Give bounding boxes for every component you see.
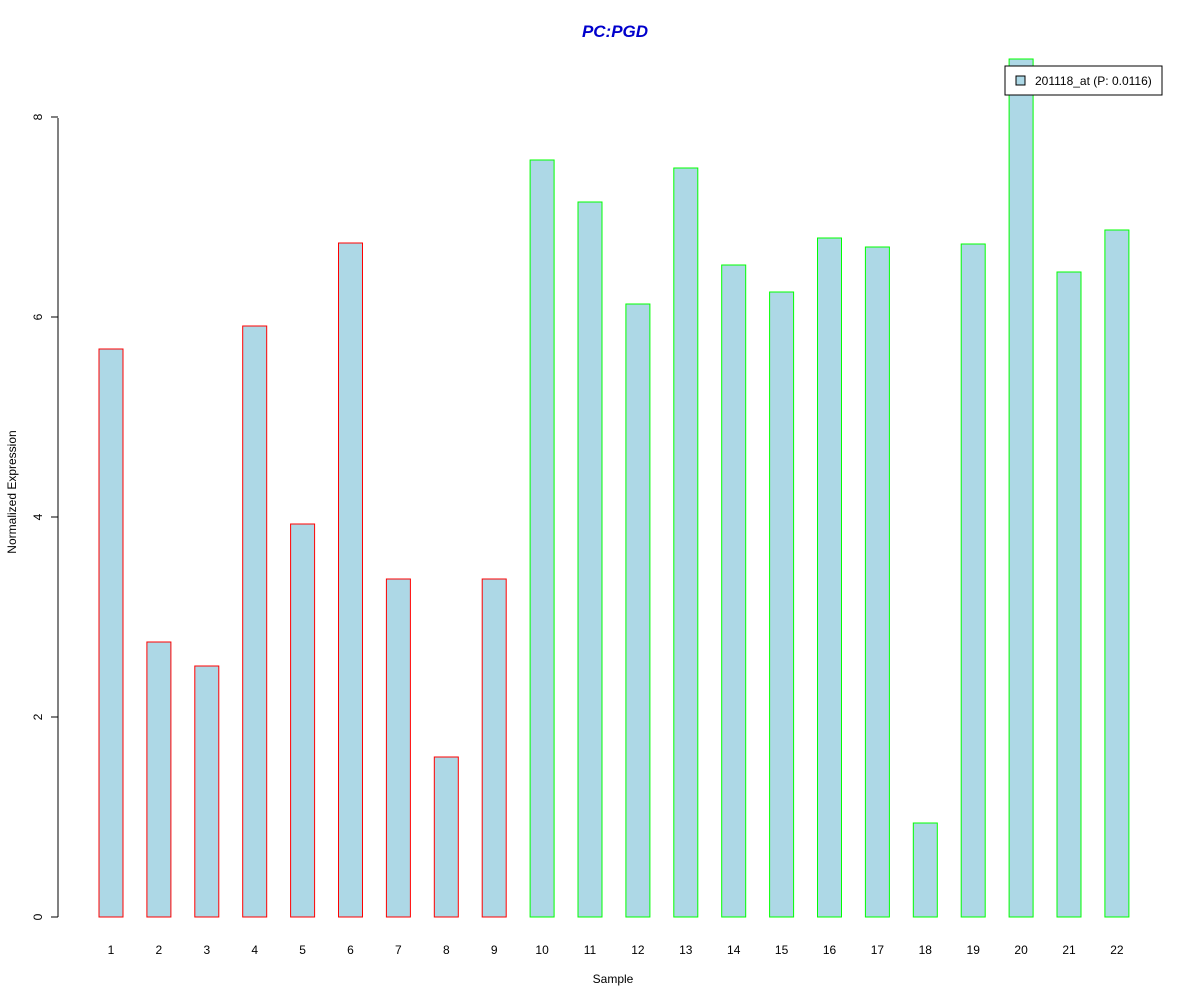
bar-sample-18 <box>912 822 938 918</box>
legend-label: 201118_at (P: 0.0116) <box>1035 74 1152 88</box>
chart-title: PC:PGD <box>582 22 648 41</box>
x-tick-label: 18 <box>919 943 933 957</box>
bar-sample-5 <box>290 523 316 918</box>
x-tick-label: 4 <box>251 943 258 957</box>
bar-sample-6 <box>338 242 363 918</box>
x-tick-label: 12 <box>631 943 645 957</box>
bar-sample-1 <box>98 348 124 918</box>
x-tick-label: 19 <box>967 943 981 957</box>
bar-sample-3 <box>194 665 220 918</box>
bar-sample-11 <box>577 201 603 918</box>
y-tick-label: 0 <box>31 913 45 920</box>
bar-sample-4 <box>242 325 268 918</box>
x-tick-label: 3 <box>203 943 210 957</box>
legend-swatch <box>1015 75 1026 86</box>
y-tick-label: 4 <box>31 513 45 520</box>
bar-sample-8 <box>433 756 459 918</box>
x-tick-label: 6 <box>347 943 354 957</box>
bar-sample-19 <box>960 243 986 918</box>
legend-box <box>1004 65 1163 96</box>
x-tick-label: 17 <box>871 943 885 957</box>
bar-sample-13 <box>673 167 699 918</box>
y-ticks: 0 2 4 6 8 <box>31 113 58 920</box>
y-tick-label: 8 <box>31 113 45 120</box>
x-tick-label: 8 <box>443 943 450 957</box>
x-tick-label: 21 <box>1062 943 1076 957</box>
bar-sample-22 <box>1104 229 1130 918</box>
bar-sample-12 <box>625 303 651 918</box>
bar-sample-16 <box>817 237 842 918</box>
y-axis-label: Normalized Expression <box>5 430 19 553</box>
x-axis-label: Sample <box>593 972 634 986</box>
bar-sample-7 <box>385 578 411 918</box>
x-tick-label: 2 <box>156 943 163 957</box>
bar-sample-21 <box>1056 271 1082 918</box>
bars <box>98 58 1130 918</box>
bar-sample-14 <box>721 264 747 918</box>
y-tick-label: 2 <box>31 713 45 720</box>
x-tick-label: 9 <box>491 943 498 957</box>
x-tick-labels: 1 2 3 4 5 6 7 8 9 10 11 12 13 14 15 16 17 18 19 20 21 22 <box>108 943 1124 957</box>
x-tick-label: 1 <box>108 943 115 957</box>
bar-sample-15 <box>769 291 795 918</box>
y-tick-label: 6 <box>31 313 45 320</box>
bar-sample-10 <box>529 159 555 918</box>
bar-sample-9 <box>481 578 507 918</box>
bar-sample-20 <box>1008 58 1034 918</box>
bar-sample-17 <box>864 246 890 918</box>
x-tick-label: 10 <box>535 943 549 957</box>
x-tick-label: 20 <box>1014 943 1028 957</box>
x-tick-label: 7 <box>395 943 402 957</box>
x-tick-label: 11 <box>584 943 597 957</box>
legend: 201118_at (P: 0.0116) <box>1004 65 1163 96</box>
x-tick-label: 16 <box>823 943 837 957</box>
x-tick-label: 13 <box>679 943 693 957</box>
x-tick-label: 14 <box>727 943 741 957</box>
x-tick-label: 5 <box>299 943 306 957</box>
bar-sample-2 <box>146 641 172 918</box>
x-tick-label: 15 <box>775 943 789 957</box>
x-tick-label: 22 <box>1110 943 1124 957</box>
